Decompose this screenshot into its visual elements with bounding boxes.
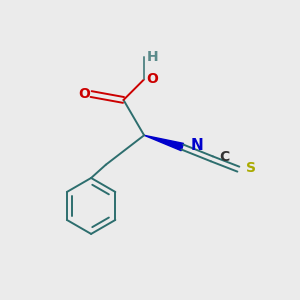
Text: N: N xyxy=(190,138,203,153)
Text: C: C xyxy=(219,150,230,164)
Text: O: O xyxy=(78,87,90,101)
Text: S: S xyxy=(246,161,256,175)
Text: H: H xyxy=(146,50,158,64)
Text: O: O xyxy=(146,72,158,86)
Polygon shape xyxy=(144,135,184,151)
